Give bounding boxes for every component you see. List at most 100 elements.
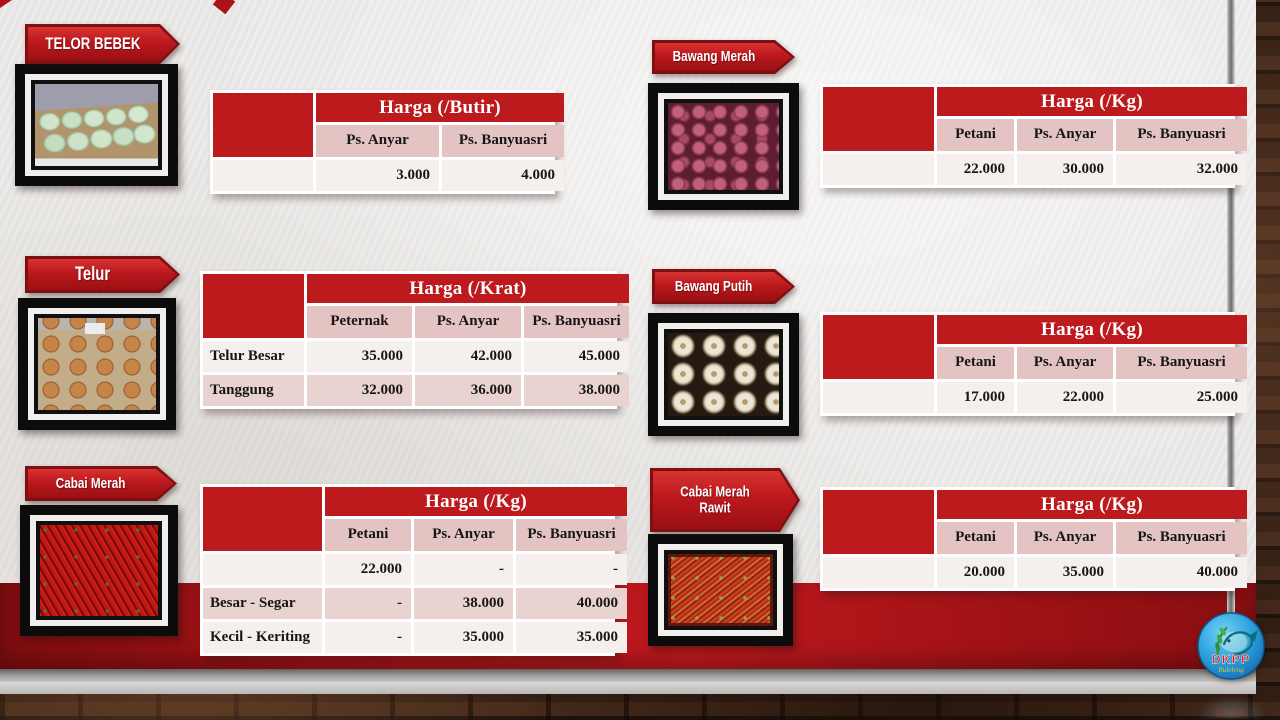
- banner-bawang-putih: Bawang Putih: [652, 269, 795, 304]
- garlic-image: [668, 333, 779, 416]
- price-cell: 30.000: [1017, 154, 1113, 185]
- logo-wheat-leaf: [1219, 627, 1226, 636]
- table-row: Tanggung 32.000 36.000 38.000: [203, 375, 629, 406]
- banner-bawang-merah: Bawang Merah: [652, 40, 795, 74]
- logo-reflection: DKPP: [1196, 694, 1266, 718]
- column-header: Ps. Banyuasri: [1116, 119, 1248, 151]
- photo-inner-border: [34, 314, 160, 414]
- price-cell: 22.000: [937, 154, 1014, 185]
- banner-label-text: Bawang Putih: [674, 277, 753, 295]
- banner-arrow-shape: [25, 24, 180, 64]
- column-header: Ps. Banyuasri: [516, 519, 628, 551]
- red-chilies-image: [40, 525, 158, 616]
- rawit-chilies-image: [668, 554, 773, 626]
- table-title: Harga (/Kg): [325, 487, 628, 516]
- price-cell: -: [325, 588, 411, 619]
- logo-subtext: Buleleng: [1218, 666, 1244, 674]
- table-corner-cell: [213, 93, 313, 157]
- price-cell: 36.000: [415, 375, 521, 406]
- column-header: Petani: [325, 519, 411, 551]
- logo-fish-eye: [1227, 639, 1231, 643]
- price-cell: 35.000: [516, 622, 628, 653]
- price-table-bawang-merah: Harga (/Kg) Petani Ps. Anyar Ps. Banyuasri 2…: [820, 84, 1248, 188]
- logo-circle: [1197, 612, 1265, 680]
- dkpp-logo: DKPP Buleleng: [1197, 612, 1265, 680]
- table-row: Telur Besar 35.000 42.000 45.000: [203, 341, 629, 372]
- banner-arrow-shape: [650, 468, 800, 532]
- banner-cabai-merah: Cabai Merah: [25, 466, 177, 501]
- column-header: Ps. Anyar: [316, 125, 439, 157]
- banner-arrow-shape: [652, 40, 795, 74]
- price-cell: 35.000: [1017, 557, 1113, 588]
- price-cell: -: [516, 554, 628, 585]
- photo-mat: [658, 93, 789, 200]
- row-label: Tanggung: [203, 375, 304, 406]
- price-cell: 17.000: [937, 382, 1014, 413]
- rawit-chilies-photo: [648, 534, 793, 646]
- price-cell: 32.000: [1116, 154, 1248, 185]
- price-cell: 40.000: [516, 588, 628, 619]
- column-header: Petani: [937, 119, 1014, 151]
- table-corner-cell: [823, 490, 934, 554]
- price-table: Harga (/Butir) Ps. Anyar Ps. Banyuasri 3.00…: [210, 90, 567, 194]
- column-header: Peternak: [307, 306, 412, 338]
- banner-label-text: Cabai Merah Rawit: [680, 483, 750, 516]
- row-label: [823, 382, 934, 413]
- banner-telor-bebek: TELOR BEBEK: [25, 24, 180, 64]
- row-label: [213, 160, 313, 191]
- photo-mat: [658, 323, 789, 426]
- banner-label: TELOR BEBEK: [25, 35, 160, 53]
- price-cell: 20.000: [937, 557, 1014, 588]
- price-cell: 38.000: [414, 588, 513, 619]
- price-cell: -: [325, 622, 411, 653]
- logo-text: DKPP: [1212, 653, 1250, 667]
- column-header: Ps. Anyar: [415, 306, 521, 338]
- banner-label-text: Bawang Merah: [672, 48, 755, 66]
- column-header: Ps. Anyar: [1017, 347, 1113, 379]
- banner-arrow-shape: [652, 269, 795, 304]
- row-label: Kecil - Keriting: [203, 622, 322, 653]
- table-corner-cell: [823, 87, 934, 151]
- table-title: Harga (/Kg): [937, 87, 1248, 116]
- row-label: [823, 557, 934, 588]
- price-table: Harga (/Kg) Petani Ps. Anyar Ps. Banyuasri 1…: [820, 312, 1250, 416]
- price-table: Harga (/Kg) Petani Ps. Anyar Ps. Banyuasri 2…: [820, 487, 1250, 591]
- price-table-cabai-merah: Harga (/Kg) Petani Ps. Anyar Ps. Banyuasri 2…: [200, 484, 628, 656]
- column-header: Ps. Banyuasri: [524, 306, 629, 338]
- table-row: 22.000- -: [203, 554, 628, 585]
- price-cell: 42.000: [415, 341, 521, 372]
- price-cell: 40.000: [1116, 557, 1248, 588]
- price-cell: 4.000: [442, 160, 564, 191]
- column-header: Ps. Banyuasri: [1116, 347, 1248, 379]
- price-cell: 3.000: [316, 160, 439, 191]
- duck-eggs-photo: [15, 64, 178, 186]
- price-table: Harga (/Krat) Peternak Ps. Anyar Ps. Banyua…: [200, 271, 632, 409]
- price-table-telor-bebek: Harga (/Butir) Ps. Anyar Ps. Banyuasri 3.00…: [210, 90, 564, 194]
- table-title: Harga (/Krat): [307, 274, 629, 303]
- row-label: [203, 554, 322, 585]
- price-table-cabai-merah-rawit: Harga (/Kg) Petani Ps. Anyar Ps. Banyuasri 2…: [820, 487, 1248, 591]
- shallots-image: [668, 103, 779, 190]
- price-cell: 35.000: [414, 622, 513, 653]
- garlic-photo: [648, 313, 799, 436]
- column-header: Ps. Banyuasri: [1116, 522, 1248, 554]
- price-table: Harga (/Kg) Petani Ps. Anyar Ps. Banyuasri 2…: [820, 84, 1250, 188]
- chicken-eggs-image: [38, 318, 156, 410]
- price-cell: 22.000: [1017, 382, 1113, 413]
- price-cell: 22.000: [325, 554, 411, 585]
- table-corner-cell: [203, 274, 304, 338]
- column-header: Ps. Anyar: [1017, 119, 1113, 151]
- banner-label-text: Cabai Merah: [56, 474, 126, 492]
- banner-label: Cabai Merah: [25, 474, 157, 492]
- banner-telur: Telur: [25, 256, 180, 293]
- table-title: Harga (/Butir): [316, 93, 564, 122]
- price-cell: 38.000: [524, 375, 629, 406]
- red-chilies-photo: [20, 505, 178, 636]
- price-cell: 32.000: [307, 375, 412, 406]
- price-table: Harga (/Kg) Petani Ps. Anyar Ps. Banyuasri 2…: [200, 484, 630, 656]
- table-row: 3.000 4.000: [213, 160, 564, 191]
- row-label: Besar - Segar: [203, 588, 322, 619]
- photo-inner-border: [664, 329, 783, 420]
- photo-mat: [658, 544, 783, 636]
